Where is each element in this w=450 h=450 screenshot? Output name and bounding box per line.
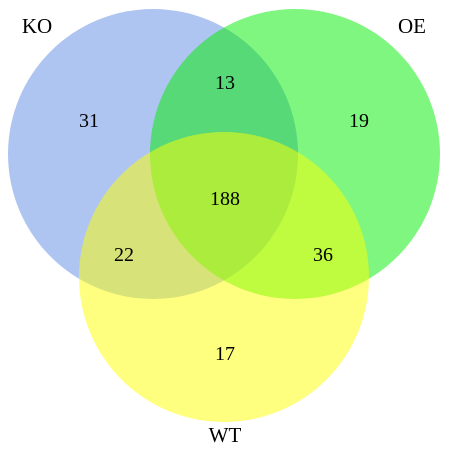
region-count-oe-only: 19	[349, 110, 369, 132]
set-circle-wt	[79, 132, 369, 422]
set-label-ko: KO	[22, 14, 52, 38]
region-count-wt-only: 17	[215, 343, 235, 365]
region-count-ko-only: 31	[79, 110, 99, 132]
region-count-oe-wt: 36	[313, 244, 333, 266]
set-label-oe: OE	[398, 14, 426, 38]
region-count-all: 188	[210, 188, 240, 210]
region-count-ko-oe: 13	[215, 72, 235, 94]
region-count-ko-wt: 22	[114, 244, 134, 266]
set-label-wt: WT	[209, 423, 242, 447]
